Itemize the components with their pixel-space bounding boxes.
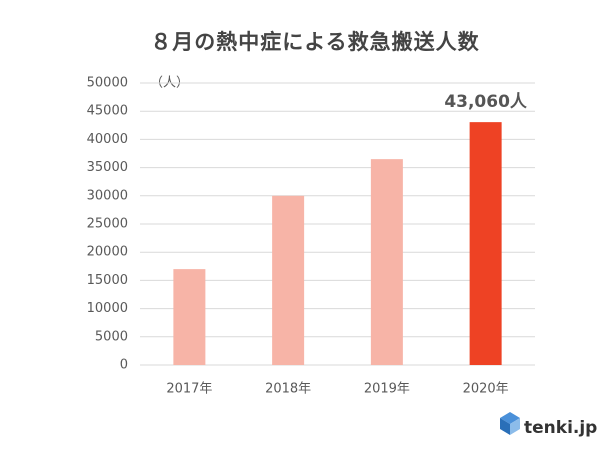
chart-title: ８月の熱中症による救急搬送人数 [150, 30, 479, 54]
x-tick-label: 2018年 [265, 382, 311, 397]
logo-text: tenki.jp [524, 418, 597, 438]
value-label: 43,060人 [444, 92, 528, 112]
y-tick-label: 10000 [87, 301, 128, 316]
bar [173, 269, 206, 365]
bar [370, 159, 403, 365]
y-tick-label: 20000 [87, 245, 128, 260]
logo: tenki.jp [500, 412, 597, 438]
y-tick-label: 0 [120, 358, 128, 373]
bar [272, 195, 305, 365]
y-tick-label: 5000 [95, 329, 128, 344]
y-tick-label: 50000 [87, 76, 128, 91]
logo-icon-right [510, 418, 520, 435]
y-tick-label: 25000 [87, 217, 128, 232]
x-tick-label: 2017年 [166, 382, 212, 397]
x-tick-label: 2020年 [463, 382, 509, 397]
y-tick-label: 40000 [87, 132, 128, 147]
x-tick-label: 2019年 [364, 382, 410, 397]
bar [469, 122, 502, 365]
y-tick-label: 30000 [87, 188, 128, 203]
logo-icon-left [500, 418, 510, 435]
y-tick-label: 15000 [87, 273, 128, 288]
y-tick-label: 45000 [87, 104, 128, 119]
y-tick-label: 35000 [87, 160, 128, 175]
